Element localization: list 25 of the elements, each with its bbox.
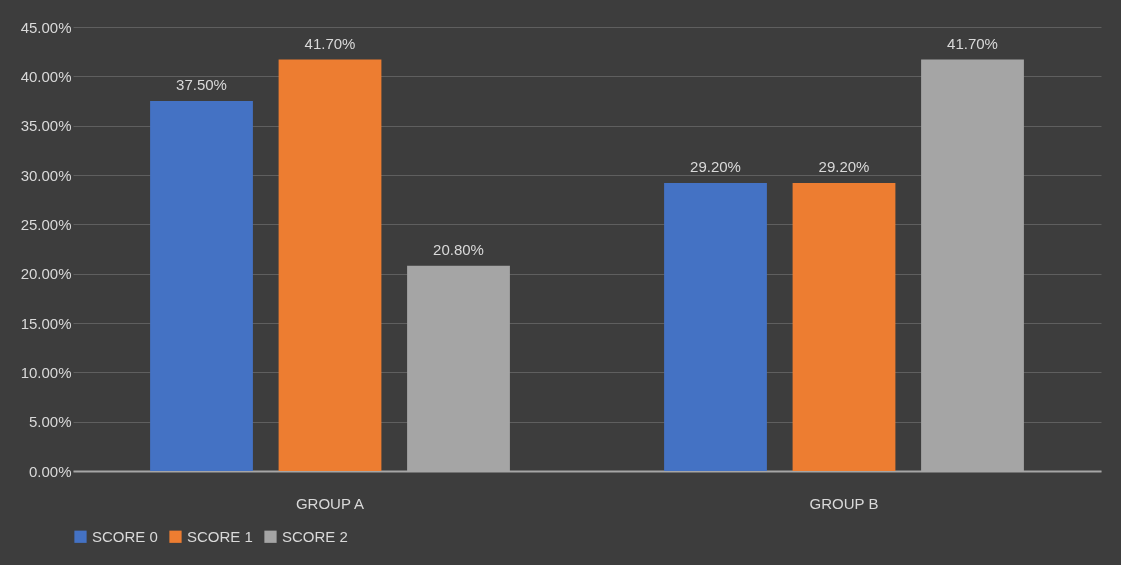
bar [278,59,382,471]
y-tick-label: 40.00% [20,67,72,85]
bar [664,182,767,471]
legend-label: SCORE 2 [282,527,348,545]
y-tick-label: 25.00% [20,215,72,233]
bar [150,101,253,471]
data-label: 29.20% [690,157,741,175]
x-tick-label: GROUP A [295,494,365,512]
y-tick-label: 45.00% [20,18,72,36]
y-tick-label: 35.00% [20,117,72,135]
bar [792,182,896,471]
legend-label: SCORE 1 [187,527,253,545]
data-label: 29.20% [818,157,870,175]
y-tick-label: 15.00% [20,314,72,332]
y-tick-label: 5.00% [28,413,72,431]
data-label: 41.70% [947,34,998,52]
legend-label: SCORE 0 [92,527,158,545]
y-tick-label: 30.00% [20,166,72,184]
y-tick-label: 10.00% [20,363,72,381]
y-tick-label: 0.00% [28,462,72,480]
data-label: 37.50% [176,76,227,93]
y-tick-label: 20.00% [20,265,72,283]
x-tick-label: GROUP B [809,494,879,512]
data-label: 41.70% [304,34,356,52]
data-label: 20.80% [433,240,484,258]
